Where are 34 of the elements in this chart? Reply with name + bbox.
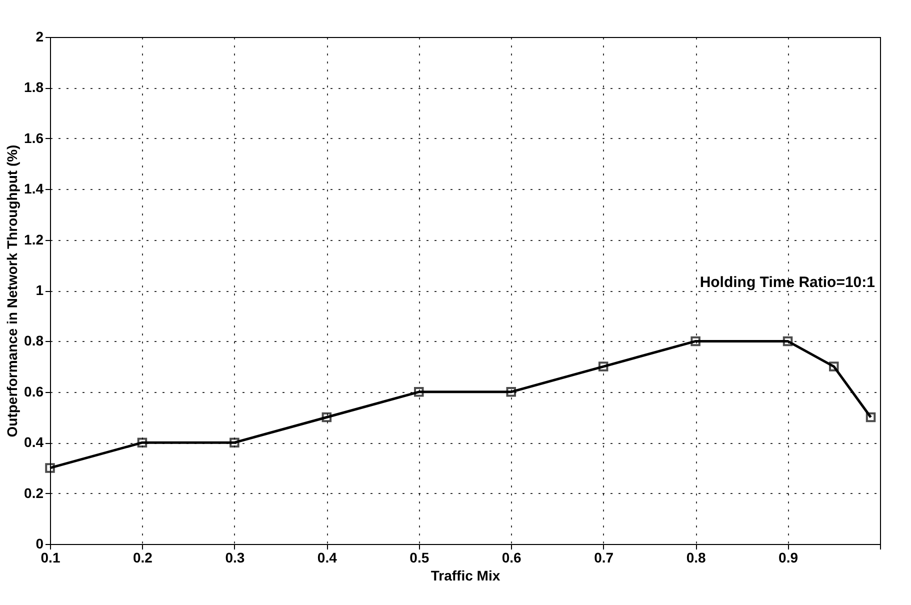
- y-tick-label: 1: [36, 282, 44, 298]
- y-tick-label: 0.8: [24, 332, 44, 349]
- point: [230, 438, 240, 448]
- point: [506, 387, 516, 397]
- point: [690, 336, 700, 346]
- x-tick-label: 0.7: [594, 550, 614, 566]
- y-tick-label: 0: [36, 536, 44, 552]
- point: [829, 362, 839, 372]
- y-tick-label: 1.6: [24, 130, 44, 146]
- y-tick-label: 0.4: [24, 434, 44, 450]
- x-tick-label: 0.8: [686, 550, 706, 566]
- y-tick-label: 1.2: [24, 231, 44, 248]
- annotation: Holding Time Ratio=10:1: [700, 274, 875, 291]
- x-tick-label: 0.1: [40, 550, 60, 566]
- x-tick-label: 0.9: [778, 550, 798, 566]
- y-tick-label: 2: [36, 28, 44, 44]
- y-tick-label: 1.4: [24, 180, 44, 197]
- y-tick-label: 0.2: [24, 484, 44, 501]
- y-tick-label: 0.6: [24, 383, 44, 400]
- x-tick-label: 0.6: [502, 550, 522, 566]
- point: [866, 412, 876, 422]
- x-tick-label: 0.3: [225, 550, 245, 566]
- x-tick-label: 0.2: [132, 550, 153, 566]
- point: [322, 412, 332, 422]
- x-axis-title: Traffic Mix: [430, 568, 500, 584]
- point: [414, 387, 424, 397]
- x-tick-label: 0.4: [317, 550, 338, 566]
- y-tick-label: 1.8: [24, 79, 44, 96]
- x-tick-label: 0.5: [410, 550, 430, 566]
- point: [782, 336, 793, 346]
- point: [45, 463, 55, 473]
- point: [137, 438, 148, 448]
- y-axis-title: Outperformance in Network Throughput (%): [4, 144, 20, 438]
- point: [598, 362, 608, 372]
